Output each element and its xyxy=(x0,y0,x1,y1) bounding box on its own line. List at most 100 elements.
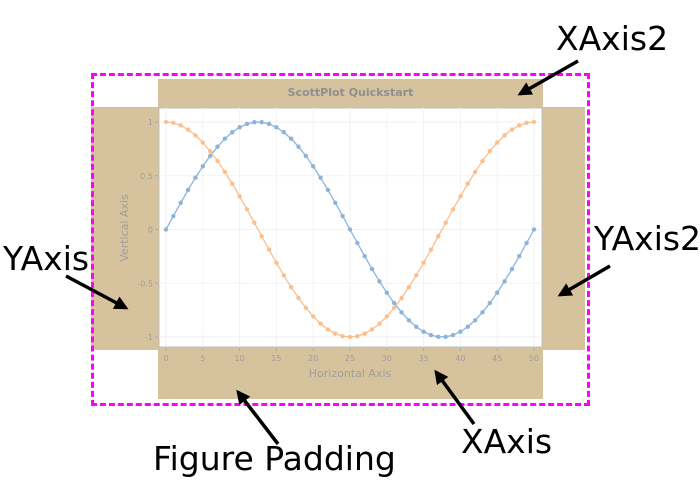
series-point-1 xyxy=(230,130,235,135)
series-point-1 xyxy=(355,240,360,246)
series-point-2 xyxy=(303,305,309,311)
series-point-1 xyxy=(480,310,485,315)
figure-padding-border xyxy=(91,73,590,406)
series-point-1 xyxy=(325,187,331,193)
series-point-2 xyxy=(207,148,213,154)
series-point-2 xyxy=(274,260,279,265)
series-point-2 xyxy=(185,127,191,132)
series-point-2 xyxy=(436,234,441,239)
plot-title: ScottPlot Quickstart xyxy=(287,86,414,99)
x-tick-label: 0 xyxy=(163,354,168,363)
y-axis-label: Vertical Axis xyxy=(118,194,131,262)
x-tick-label: 10 xyxy=(235,354,245,363)
y-tick-label: -1 xyxy=(145,333,153,342)
series-point-2 xyxy=(237,194,242,199)
series-point-1 xyxy=(384,290,389,295)
callout-yaxis2: YAxis2 xyxy=(594,219,700,258)
callout-xaxis: XAxis xyxy=(461,422,553,461)
x-tick-label: 45 xyxy=(492,354,502,363)
series-point-1 xyxy=(347,227,353,232)
series-point-1 xyxy=(200,164,205,169)
series-point-1 xyxy=(399,310,404,315)
y-tick-label: 1 xyxy=(148,118,153,127)
series-point-2 xyxy=(252,220,257,225)
series-point-1 xyxy=(237,125,242,130)
y-tick-label: 0.5 xyxy=(140,172,153,181)
series-point-1 xyxy=(531,227,537,232)
series-point-2 xyxy=(244,207,250,212)
yaxis2-region xyxy=(542,107,585,350)
series-point-1 xyxy=(428,332,434,338)
series-point-2 xyxy=(391,305,397,311)
series-point-2 xyxy=(222,169,228,175)
series-point-2 xyxy=(428,247,434,252)
callout-yaxis: YAxis xyxy=(3,239,90,278)
series-point-1 xyxy=(436,334,441,339)
series-point-2 xyxy=(340,333,345,339)
series-point-2 xyxy=(458,194,463,199)
series-point-1 xyxy=(509,266,515,272)
series-point-2 xyxy=(384,314,389,319)
series-point-1 xyxy=(458,329,463,334)
series-point-1 xyxy=(340,213,345,219)
series-point-1 xyxy=(252,120,257,125)
series-point-2 xyxy=(472,169,478,175)
series-point-2 xyxy=(369,327,375,332)
series-point-1 xyxy=(495,290,500,295)
series-point-1 xyxy=(185,187,191,193)
xaxis-region xyxy=(158,347,543,399)
y-tick-label: -0.5 xyxy=(137,279,153,288)
series-point-1 xyxy=(450,332,456,338)
series-point-1 xyxy=(465,324,470,329)
series-point-2 xyxy=(377,321,382,326)
series-point-1 xyxy=(377,279,382,284)
series-point-2 xyxy=(333,331,338,336)
series-point-1 xyxy=(421,329,426,334)
series-point-2 xyxy=(421,260,426,265)
series-point-1 xyxy=(296,144,301,149)
xaxis2-region xyxy=(158,79,543,108)
series-point-2 xyxy=(517,123,522,128)
series-point-1 xyxy=(487,300,493,306)
series-point-2 xyxy=(318,321,323,326)
series-point-1 xyxy=(406,318,412,323)
x-axis-label: Horizontal Axis xyxy=(309,367,392,380)
series-point-2 xyxy=(325,327,331,332)
series-point-2 xyxy=(230,181,235,186)
x-tick-label: 40 xyxy=(455,354,465,363)
series-point-2 xyxy=(281,273,286,278)
series-point-2 xyxy=(509,127,515,132)
series-point-1 xyxy=(303,153,309,159)
series-point-2 xyxy=(406,284,412,290)
series-point-2 xyxy=(163,119,169,125)
series-point-2 xyxy=(178,123,183,128)
x-tick-label: 35 xyxy=(419,354,429,363)
series-point-2 xyxy=(296,295,301,301)
series-point-2 xyxy=(502,133,507,138)
series-point-1 xyxy=(266,121,272,127)
series-point-1 xyxy=(311,164,316,169)
series-point-1 xyxy=(414,324,419,329)
series-point-1 xyxy=(391,300,397,306)
series-point-2 xyxy=(200,140,205,145)
x-tick-label: 20 xyxy=(308,354,318,363)
series-point-1 xyxy=(502,279,507,284)
series-point-1 xyxy=(178,200,183,205)
series-point-2 xyxy=(266,247,272,252)
series-point-2 xyxy=(480,158,485,164)
series-point-1 xyxy=(274,125,279,130)
series-point-2 xyxy=(171,120,176,126)
series-point-2 xyxy=(524,120,529,126)
x-tick-label: 50 xyxy=(529,354,539,363)
callout-figure-padding: Figure Padding xyxy=(153,439,396,478)
series-point-2 xyxy=(465,181,470,186)
series-point-1 xyxy=(193,175,198,180)
series-point-1 xyxy=(443,334,448,339)
series-point-2 xyxy=(215,158,220,164)
series-point-1 xyxy=(281,130,286,135)
series-point-1 xyxy=(207,153,213,159)
series-point-2 xyxy=(531,119,537,125)
series-point-1 xyxy=(318,175,323,180)
series-point-1 xyxy=(333,200,338,205)
